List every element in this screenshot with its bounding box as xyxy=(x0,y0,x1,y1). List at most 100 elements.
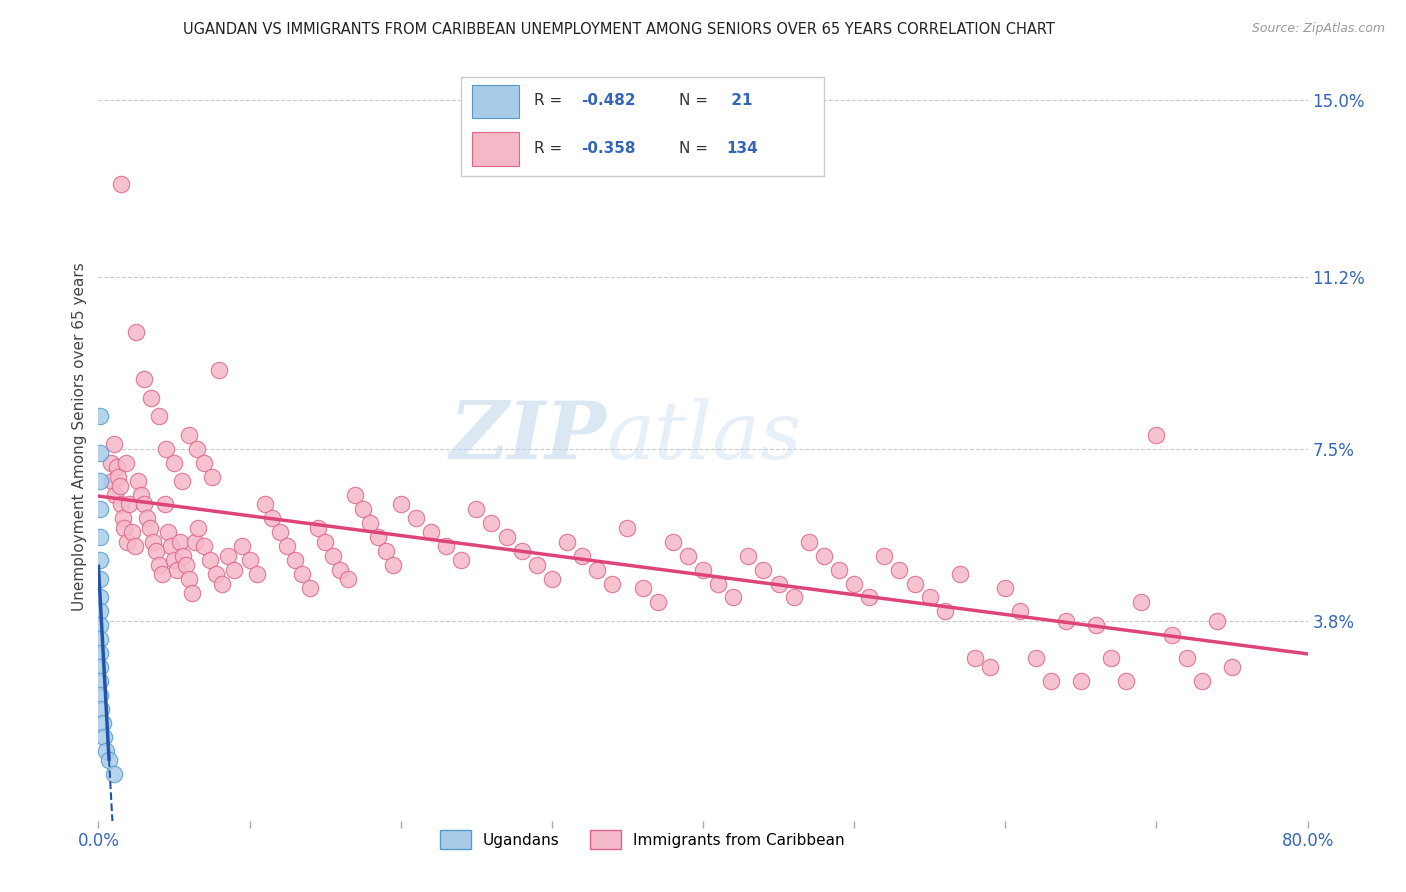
Point xyxy=(540,572,562,586)
Point xyxy=(1144,427,1167,442)
Point xyxy=(389,498,412,512)
Point xyxy=(110,177,132,191)
Point xyxy=(132,498,155,512)
Point xyxy=(889,563,911,577)
Point xyxy=(111,511,134,525)
Point xyxy=(94,744,117,758)
Point xyxy=(160,539,183,553)
Point xyxy=(141,391,163,405)
Text: ZIP: ZIP xyxy=(450,399,606,475)
Point xyxy=(367,530,389,544)
Point xyxy=(934,604,956,618)
Point xyxy=(253,498,276,512)
Point xyxy=(142,534,165,549)
Point xyxy=(127,475,149,489)
Point xyxy=(965,651,987,665)
Point xyxy=(156,525,179,540)
Point xyxy=(150,567,173,582)
Point xyxy=(89,660,111,674)
Point xyxy=(631,581,654,595)
Point xyxy=(707,576,730,591)
Point xyxy=(90,702,112,716)
Point xyxy=(1175,651,1198,665)
Point xyxy=(246,567,269,582)
Point xyxy=(676,549,699,563)
Point xyxy=(181,586,204,600)
Point xyxy=(139,521,162,535)
Point xyxy=(1191,674,1213,689)
Point xyxy=(186,442,208,456)
Point xyxy=(276,539,298,553)
Point xyxy=(291,567,314,582)
Legend: Ugandans, Immigrants from Caribbean: Ugandans, Immigrants from Caribbean xyxy=(434,824,851,855)
Point xyxy=(1039,674,1062,689)
Point xyxy=(145,544,167,558)
Point xyxy=(828,563,851,577)
Point xyxy=(89,591,111,605)
Point xyxy=(1085,618,1108,632)
Point xyxy=(647,595,669,609)
Point xyxy=(284,553,307,567)
Point xyxy=(118,498,141,512)
Point xyxy=(114,456,136,470)
Point xyxy=(1160,628,1182,642)
Point xyxy=(89,646,111,660)
Point xyxy=(105,460,128,475)
Point xyxy=(405,511,427,525)
Point xyxy=(110,498,132,512)
Point xyxy=(103,437,125,451)
Point xyxy=(155,442,177,456)
Point xyxy=(174,558,197,572)
Point xyxy=(571,549,593,563)
Point xyxy=(93,730,115,744)
Point xyxy=(169,534,191,549)
Point xyxy=(307,521,329,535)
Point xyxy=(844,576,866,591)
Point xyxy=(89,553,111,567)
Point xyxy=(89,572,111,586)
Point xyxy=(193,456,215,470)
Point xyxy=(352,502,374,516)
Point xyxy=(129,488,152,502)
Point xyxy=(797,534,820,549)
Point xyxy=(481,516,503,530)
Point xyxy=(979,660,1001,674)
Point xyxy=(193,539,215,553)
Point xyxy=(873,549,896,563)
Point xyxy=(918,591,941,605)
Point xyxy=(89,446,111,460)
Point xyxy=(434,539,457,553)
Point xyxy=(91,716,114,731)
Point xyxy=(1099,651,1122,665)
Point xyxy=(148,409,170,424)
Point xyxy=(949,567,972,582)
Point xyxy=(89,502,111,516)
Point xyxy=(904,576,927,591)
Point xyxy=(107,469,129,483)
Point xyxy=(344,488,367,502)
Point xyxy=(103,767,125,781)
Point xyxy=(89,618,111,632)
Point xyxy=(179,572,201,586)
Point xyxy=(495,530,517,544)
Point xyxy=(994,581,1017,595)
Point xyxy=(98,753,121,767)
Point xyxy=(211,576,233,591)
Point xyxy=(555,534,578,549)
Point xyxy=(132,372,155,386)
Point xyxy=(661,534,683,549)
Point xyxy=(813,549,835,563)
Point xyxy=(104,488,127,502)
Point xyxy=(89,475,111,489)
Point xyxy=(526,558,548,572)
Text: UGANDAN VS IMMIGRANTS FROM CARIBBEAN UNEMPLOYMENT AMONG SENIORS OVER 65 YEARS CO: UGANDAN VS IMMIGRANTS FROM CARIBBEAN UNE… xyxy=(183,22,1054,37)
Point xyxy=(322,549,344,563)
Point xyxy=(1010,604,1032,618)
Point xyxy=(360,516,382,530)
Point xyxy=(336,572,359,586)
Point xyxy=(269,525,291,540)
Point xyxy=(100,456,122,470)
Point xyxy=(153,498,176,512)
Point xyxy=(112,521,135,535)
Point xyxy=(239,553,262,567)
